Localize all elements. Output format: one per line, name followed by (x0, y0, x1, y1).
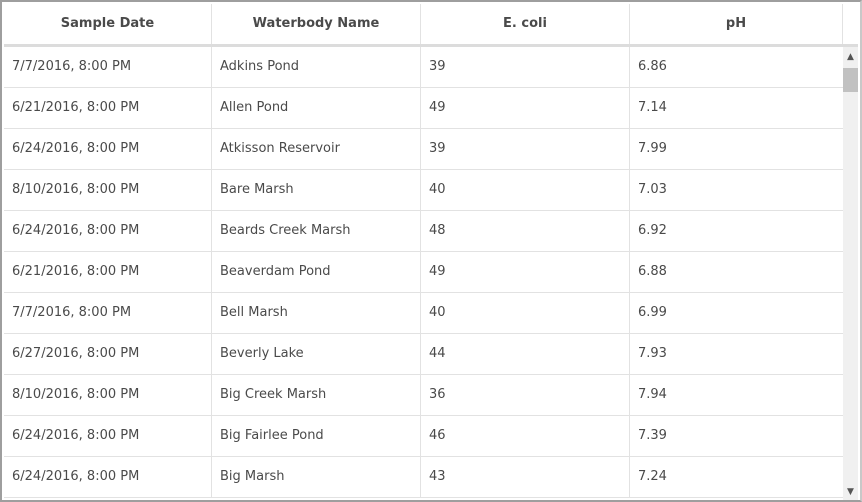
cell-ph: 7.93 (638, 346, 667, 361)
cell-e-coli: 39 (421, 47, 630, 87)
cell-e-coli: 49 (421, 252, 630, 292)
cell-e-coli: 36 (421, 375, 630, 415)
cell-e-coli: 44 (421, 334, 630, 374)
cell-sample-date: 6/21/2016, 8:00 PM (4, 88, 212, 128)
column-header-sample-date[interactable]: Sample Date (4, 4, 212, 44)
cell-ph: 7.39 (638, 428, 667, 443)
cell-waterbody-name: Beards Creek Marsh (212, 211, 421, 251)
cell-e-coli: 46 (421, 416, 630, 456)
table-row[interactable]: 6/24/2016, 8:00 PM Beards Creek Marsh 48 6.… (4, 211, 843, 252)
cell-ph: 7.99 (638, 141, 667, 156)
cell-ph: 7.14 (638, 100, 667, 115)
table-row[interactable]: 7/7/2016, 8:00 PM Bell Marsh 40 6.99 (4, 293, 843, 334)
table-row[interactable]: 6/21/2016, 8:00 PM Allen Pond 49 7.14 (4, 88, 843, 129)
column-header-e-coli[interactable]: E. coli (421, 4, 630, 44)
table-row[interactable]: 6/27/2016, 8:00 PM Beverly Lake 44 7.93 (4, 334, 843, 375)
chevron-down-icon[interactable]: ▼ (847, 487, 854, 497)
chevron-up-icon[interactable]: ▲ (847, 52, 854, 62)
table-row[interactable]: 7/7/2016, 8:00 PM Adkins Pond 39 6.86 (4, 47, 843, 88)
cell-e-coli: 40 (421, 293, 630, 333)
table-row[interactable]: 8/10/2016, 8:00 PM Big Creek Marsh 36 7.94 (4, 375, 843, 416)
table-row[interactable]: 6/21/2016, 8:00 PM Beaverdam Pond 49 6.88 (4, 252, 843, 293)
grid-body: 7/7/2016, 8:00 PM Adkins Pond 39 6.86 6/21/2… (4, 47, 843, 500)
cell-sample-date: 6/24/2016, 8:00 PM (4, 211, 212, 251)
cell-waterbody-name: Big Creek Marsh (212, 375, 421, 415)
cell-waterbody-name: Allen Pond (212, 88, 421, 128)
cell-waterbody-name: Bell Marsh (212, 293, 421, 333)
column-header-ph[interactable]: pH (630, 4, 843, 44)
cell-waterbody-name: Bare Marsh (212, 170, 421, 210)
cell-waterbody-name: Big Marsh (212, 457, 421, 497)
cell-sample-date: 7/7/2016, 8:00 PM (4, 47, 212, 87)
cell-ph: 6.88 (638, 264, 667, 279)
cell-ph: 6.99 (638, 305, 667, 320)
vertical-scrollbar[interactable]: ▲ ▼ (843, 47, 858, 500)
cell-e-coli: 40 (421, 170, 630, 210)
cell-ph: 7.94 (638, 387, 667, 402)
cell-e-coli: 39 (421, 129, 630, 169)
cell-e-coli: 49 (421, 88, 630, 128)
cell-waterbody-name: Atkisson Reservoir (212, 129, 421, 169)
cell-ph: 6.92 (638, 223, 667, 238)
cell-sample-date: 7/7/2016, 8:00 PM (4, 293, 212, 333)
scrollbar-thumb[interactable] (843, 68, 858, 92)
table-row[interactable]: 6/24/2016, 8:00 PM Big Marsh 43 7.24 (4, 457, 843, 498)
cell-sample-date: 6/24/2016, 8:00 PM (4, 457, 212, 497)
cell-waterbody-name: Beaverdam Pond (212, 252, 421, 292)
cell-ph: 6.86 (638, 59, 667, 74)
cell-e-coli: 48 (421, 211, 630, 251)
cell-sample-date: 6/24/2016, 8:00 PM (4, 129, 212, 169)
cell-waterbody-name: Adkins Pond (212, 47, 421, 87)
cell-sample-date: 6/21/2016, 8:00 PM (4, 252, 212, 292)
cell-ph: 7.24 (638, 469, 667, 484)
cell-sample-date: 8/10/2016, 8:00 PM (4, 375, 212, 415)
cell-waterbody-name: Beverly Lake (212, 334, 421, 374)
column-header-waterbody-name[interactable]: Waterbody Name (212, 4, 421, 44)
table-row[interactable]: 6/24/2016, 8:00 PM Big Fairlee Pond 46 7.39 (4, 416, 843, 457)
table-row[interactable]: 6/24/2016, 8:00 PM Atkisson Reservoir 39 7.… (4, 129, 843, 170)
cell-e-coli: 43 (421, 457, 630, 497)
cell-ph: 7.03 (638, 182, 667, 197)
cell-sample-date: 8/10/2016, 8:00 PM (4, 170, 212, 210)
table-row[interactable]: 8/10/2016, 8:00 PM Bare Marsh 40 7.03 (4, 170, 843, 211)
grid-header: Sample Date Waterbody Name E. coli pH (4, 4, 858, 47)
cell-waterbody-name: Big Fairlee Pond (212, 416, 421, 456)
cell-sample-date: 6/24/2016, 8:00 PM (4, 416, 212, 456)
cell-sample-date: 6/27/2016, 8:00 PM (4, 334, 212, 374)
